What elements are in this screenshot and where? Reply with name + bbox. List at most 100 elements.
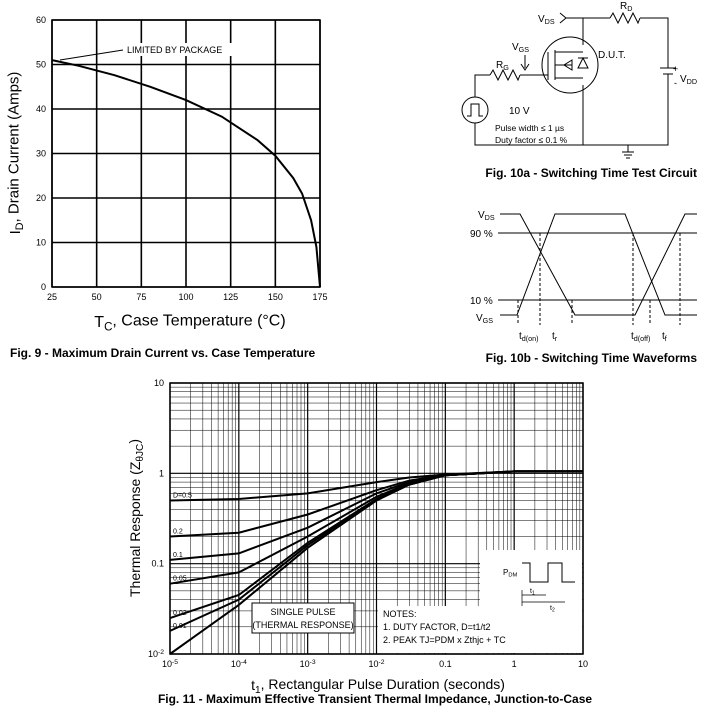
inset-label: t1: [530, 588, 535, 597]
label: Duty factor ≤ 0.1 %: [495, 135, 568, 145]
label: +: [673, 64, 678, 74]
label-main: t: [552, 331, 555, 342]
label-sub: d(on): [522, 334, 539, 343]
figure-caption: Fig. 11 - Maximum Effective Transient Th…: [158, 692, 592, 706]
label-sub: G: [503, 63, 509, 72]
figure-caption: Fig. 10b - Switching Time Waveforms: [486, 351, 698, 365]
figure-caption: Fig. 9 - Maximum Drain Current vs. Case …: [10, 346, 316, 360]
label: Pulse width ≤ 1 µs: [495, 123, 564, 133]
chart-0: 25 50 75 100 125 150 175 0 10 20 30 40 50 60 LIMITED B…: [36, 15, 328, 302]
chart-1: 10-5 10-4 10-3 10-2 0.1 1 1010-20.1110D=0.50.2…: [148, 378, 588, 669]
tick-label: 1: [159, 468, 164, 478]
x-axis-label: t1, Rectangular Pulse Duration (seconds): [251, 676, 505, 696]
transistor: [541, 36, 599, 94]
series-label: 0.1: [173, 552, 183, 559]
inset-label: PDM: [503, 568, 517, 579]
y-axis-label-main: I: [7, 230, 24, 234]
tick-label: 10: [36, 238, 46, 248]
label-main: V: [478, 210, 485, 221]
tick-label: 50: [92, 292, 102, 302]
tick-label: 30: [36, 149, 46, 159]
y-axis-label-sub: θJC: [135, 444, 146, 462]
series-label: 0.2: [173, 528, 183, 535]
label: VDS: [478, 210, 495, 222]
vgs-trace: [500, 213, 697, 316]
label-sub: DS: [485, 213, 495, 222]
annotation-arrow: [59, 49, 124, 61]
label: VDS: [538, 14, 555, 26]
vds-trace: [500, 213, 697, 316]
label-sub: GS: [519, 45, 530, 54]
label: RD: [620, 1, 632, 13]
label-main: V: [680, 74, 687, 85]
inset-label-main: P: [503, 568, 508, 577]
tick-label: 0: [41, 282, 46, 292]
label-main: R: [496, 60, 503, 71]
y-axis-label-sub: D: [14, 222, 26, 230]
inset-label-sub: 2: [552, 608, 555, 614]
label: td(off): [631, 331, 650, 343]
inset-label-sub: 1: [532, 591, 535, 597]
tick-label-exponent: -3: [310, 659, 316, 666]
inset-arrows: [521, 590, 565, 606]
tick-label: 150: [268, 292, 283, 302]
tick-label-exponent: -5: [172, 659, 178, 666]
x-axis-label-sub: 1: [255, 685, 261, 696]
series-label: SINGLE PULSE: [270, 607, 335, 617]
tick-label: 10-4: [231, 659, 247, 669]
tick-label: 10: [154, 378, 164, 388]
y-axis-label: Thermal Response (ZθJC): [126, 439, 146, 597]
tick-label-base: 10: [148, 649, 158, 659]
tick-label-base: 10: [368, 659, 378, 669]
label-sub: DD: [687, 77, 697, 86]
tick-label-exponent: -2: [158, 649, 164, 656]
tick-label-exponent: -2: [379, 659, 385, 666]
tick-label: 0.1: [439, 659, 452, 669]
tick-label: 75: [136, 292, 146, 302]
label-sub: f: [665, 334, 667, 343]
tick-label: 20: [36, 193, 46, 203]
waveform-drawing: [498, 213, 697, 325]
timing-marker: [517, 233, 681, 325]
x-axis-label: TC, Case Temperature (°C): [94, 313, 285, 334]
tick-label: 10-2: [148, 649, 164, 659]
y-axis-label-rest: ): [126, 439, 142, 444]
label-sub: d(off): [634, 334, 651, 343]
tick-label-base: 10: [300, 659, 310, 669]
series-note: (THERMAL RESPONSE): [252, 620, 353, 630]
note: 2. PEAK TJ=PDM x Zthjc + TC: [383, 635, 506, 645]
tick-label: 10: [578, 659, 588, 669]
tick-label: 40: [36, 104, 46, 114]
inset-label-main: t: [530, 588, 532, 595]
label: td(on): [519, 331, 539, 343]
inset-label-sub: DM: [508, 573, 517, 579]
pulse-source: [461, 96, 489, 124]
x-axis-label-main: t: [251, 677, 255, 693]
label: tf: [662, 331, 667, 343]
inset-label-main: t: [550, 605, 552, 612]
inset-box: [480, 550, 582, 606]
series-line: [169, 470, 583, 655]
y-axis-label-rest: , Drain Current (Amps): [6, 72, 23, 223]
label: -: [674, 78, 677, 88]
tick-label: 125: [223, 292, 238, 302]
pulse-symbol: [467, 103, 483, 117]
tick-label-base: 10: [231, 659, 241, 669]
x-axis-label-rest: , Rectangular Pulse Duration (seconds): [261, 676, 505, 692]
tick-label: 0.1: [151, 559, 164, 569]
tick-label-base: 10: [162, 659, 172, 669]
label: tr: [552, 331, 558, 343]
label-sub: r: [555, 334, 558, 343]
label: RG: [496, 60, 509, 72]
series-label: 0.02: [173, 610, 187, 617]
tick-label: 10-5: [162, 659, 178, 669]
label: D.U.T.: [598, 50, 626, 61]
circuit-drawing: [461, 11, 676, 159]
tick-label: 175: [312, 292, 327, 302]
label-main: V: [512, 42, 519, 53]
label-main: t: [519, 331, 522, 342]
tick-label-exponent: -4: [241, 659, 247, 666]
label-box: [251, 602, 355, 634]
note: NOTES:: [383, 609, 417, 619]
